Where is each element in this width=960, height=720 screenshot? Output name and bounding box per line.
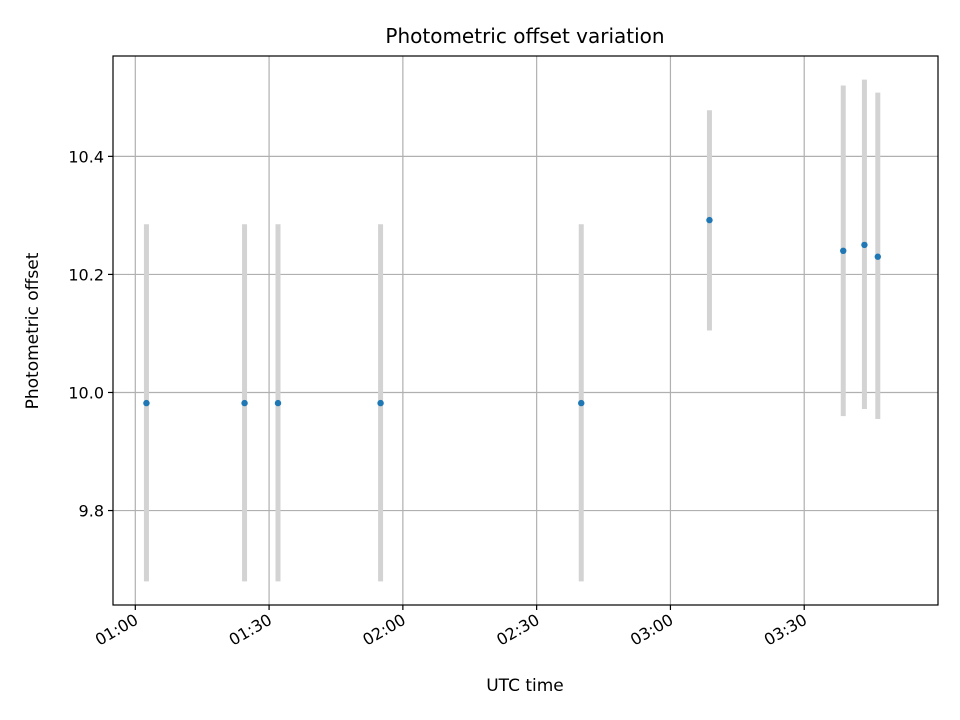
y-tick-label: 10.4 [68, 147, 104, 166]
y-axis-title: Photometric offset [23, 252, 43, 409]
data-point [874, 253, 881, 260]
chart-title: Photometric offset variation [385, 24, 664, 48]
data-points [143, 216, 881, 407]
data-point [377, 399, 384, 407]
data-point [143, 399, 150, 407]
data-point [706, 216, 713, 224]
y-tick-label: 10.2 [68, 265, 104, 284]
data-point [274, 399, 282, 407]
data-point [241, 399, 248, 407]
y-axis-ticks: 9.8 10.0 10.2 10.4 [68, 147, 113, 521]
plot-frame [112, 55, 939, 606]
data-point [578, 399, 585, 407]
y-tick-label: 9.8 [79, 502, 104, 521]
grid [113, 56, 938, 605]
data-point [840, 247, 847, 255]
data-point [861, 241, 868, 249]
x-axis-title: UTC time [486, 676, 564, 696]
y-tick-label: 10.0 [68, 383, 104, 402]
